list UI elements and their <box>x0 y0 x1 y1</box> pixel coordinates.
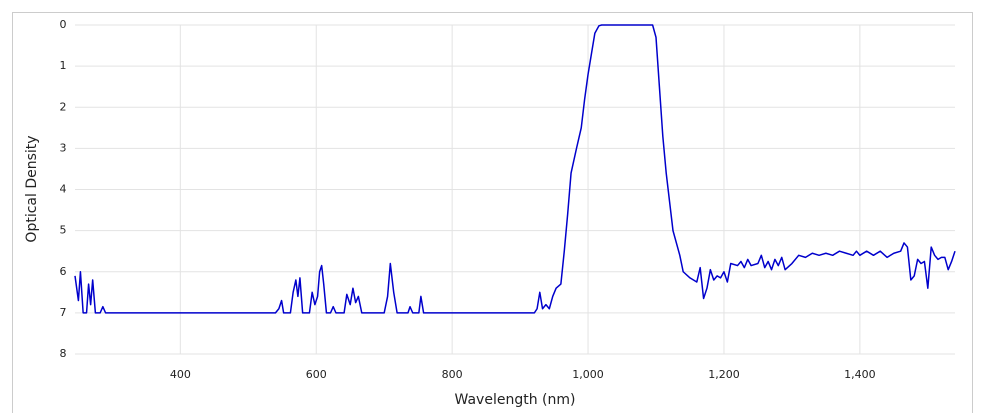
y-tick-label: 6 <box>60 265 67 278</box>
y-tick-label: 5 <box>60 224 67 237</box>
chart-frame <box>12 12 973 413</box>
y-tick-label: 2 <box>60 100 67 113</box>
data-line <box>74 24 956 314</box>
x-axis-title: Wavelength (nm) <box>455 392 576 408</box>
x-tick-label: 1,400 <box>844 368 876 381</box>
y-tick-label: 8 <box>60 347 67 360</box>
x-tick-label: 1,000 <box>572 368 604 381</box>
x-tick-label: 600 <box>306 368 327 381</box>
y-tick-label: 7 <box>60 306 67 319</box>
y-tick-label: 4 <box>60 183 67 196</box>
x-tick-label: 400 <box>170 368 191 381</box>
y-axis-title: Optical Density <box>24 135 40 242</box>
y-tick-label: 0 <box>60 18 67 31</box>
y-tick-label: 1 <box>60 59 67 72</box>
x-tick-label: 1,200 <box>708 368 740 381</box>
x-tick-label: 800 <box>442 368 463 381</box>
y-tick-label: 3 <box>60 141 67 154</box>
